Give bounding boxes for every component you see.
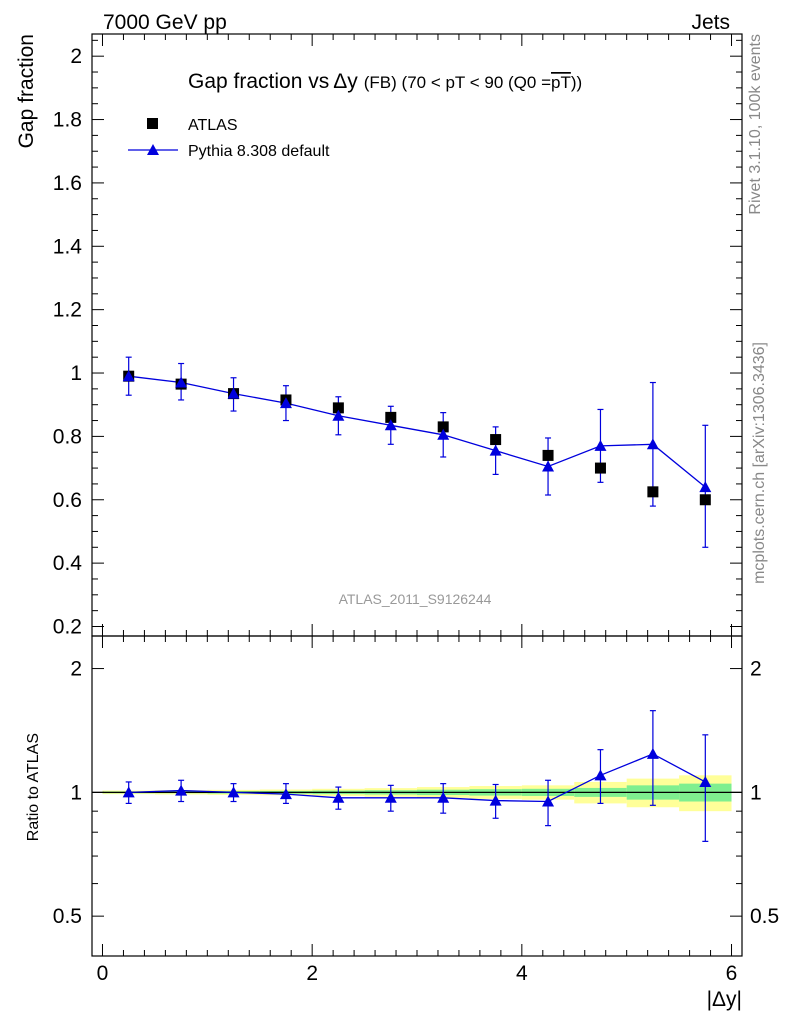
pythia-line [128, 375, 706, 488]
ratio-y-tick-label: 0.5 [53, 905, 82, 928]
y-tick-label: 0.8 [53, 425, 82, 448]
mcplots-label: mcplots.cern.ch [arXiv:1306.3436] [751, 342, 768, 584]
ratio-y-tick-label: 1 [70, 781, 82, 804]
x-tick-label: 2 [306, 962, 318, 985]
y-tick-label: 1.8 [53, 109, 82, 132]
ratio-panel: 0 2 4 6 0.5 0.5 1 1 2 2 [53, 635, 779, 985]
atlas-point [594, 462, 606, 474]
atlas-point [699, 494, 711, 506]
title-delta-y: Δy [333, 70, 358, 93]
header-left: 7000 GeV pp [103, 11, 227, 34]
ratio-pythia-point [699, 775, 712, 787]
y-tick-label: 2 [70, 45, 82, 68]
y-tick-label: 1.4 [53, 235, 83, 258]
x-tick-label: 4 [516, 962, 528, 985]
chart-title: Gap fraction vs Δy (FB) (70 < pT < 90 (Q0 … [188, 70, 582, 93]
pythia-point [542, 460, 555, 472]
ratio-pythia-line [128, 753, 706, 803]
pythia-point [437, 428, 450, 440]
y-tick-label: 1.6 [53, 172, 82, 195]
pythia-point [279, 397, 292, 409]
legend-atlas-marker [147, 118, 158, 129]
header-right: Jets [691, 11, 730, 34]
ratio-pythia-point [332, 791, 345, 803]
pythia-point [384, 419, 397, 431]
ratio-pythia-point [594, 769, 607, 781]
y-tick-label: 0.6 [53, 489, 82, 512]
main-panel: 0.2 0.4 0.6 0.8 1 1.2 1.4 1.6 1.8 2 [53, 33, 743, 638]
ratio-y-tick-label-right: 1 [750, 781, 762, 804]
title-main: Gap fraction vs [188, 70, 329, 93]
title-detail: (FB) (70 < pT < 90 (Q0 = [364, 73, 551, 92]
y-tick-label: 0.4 [53, 552, 83, 575]
title-close: )) [571, 73, 582, 92]
ratio-pythia-point [646, 747, 659, 759]
y-tick-label: 1 [70, 362, 82, 385]
x-tick-label: 6 [726, 962, 738, 985]
y-tick-label: 1.2 [53, 299, 82, 322]
xlabel: |Δy| [707, 988, 742, 1011]
analysis-label: ATLAS_2011_S9126244 [339, 591, 492, 607]
ratio-y-tick-label-right: 0.5 [750, 905, 779, 928]
pythia-point [489, 444, 502, 456]
pythia-point [699, 481, 712, 493]
ratio-y-tick-label: 2 [70, 658, 82, 681]
main-ylabel: Gap fraction [15, 34, 38, 148]
pythia-point [332, 409, 345, 421]
ratio-pythia-point [489, 794, 502, 806]
ratio-pythia-point [437, 791, 450, 803]
atlas-point [647, 486, 659, 498]
pythia-point [122, 370, 135, 382]
legend-atlas-label: ATLAS [188, 117, 238, 134]
pythia-point [175, 376, 188, 388]
legend-pythia-marker [147, 144, 159, 155]
title-pt-bar: pT [551, 73, 571, 92]
atlas-point [490, 434, 502, 446]
ratio-pythia-point [279, 788, 292, 800]
legend-pythia-label: Pythia 8.308 default [188, 143, 330, 160]
ratio-ylabel: Ratio to ATLAS [25, 733, 42, 841]
x-tick-label: 0 [97, 962, 109, 985]
rivet-version-label: Rivet 3.1.10, 100k events [747, 34, 764, 215]
atlas-point [437, 421, 449, 433]
atlas-point [332, 402, 344, 414]
atlas-point [542, 449, 554, 461]
y-tick-label: 0.2 [53, 615, 82, 638]
ratio-pythia-point [227, 786, 240, 798]
atlas-point [385, 411, 397, 423]
ratio-y-tick-label-right: 2 [750, 658, 762, 681]
pythia-point [594, 439, 607, 451]
ratio-pythia-point [542, 795, 555, 807]
ratio-pythia-point [175, 784, 188, 796]
pythia-point [227, 387, 240, 399]
ratio-pythia-point [384, 791, 397, 803]
legend: ATLAS Pythia 8.308 default [128, 117, 330, 160]
pythia-point [646, 438, 659, 450]
ratio-pythia-point [122, 786, 135, 798]
